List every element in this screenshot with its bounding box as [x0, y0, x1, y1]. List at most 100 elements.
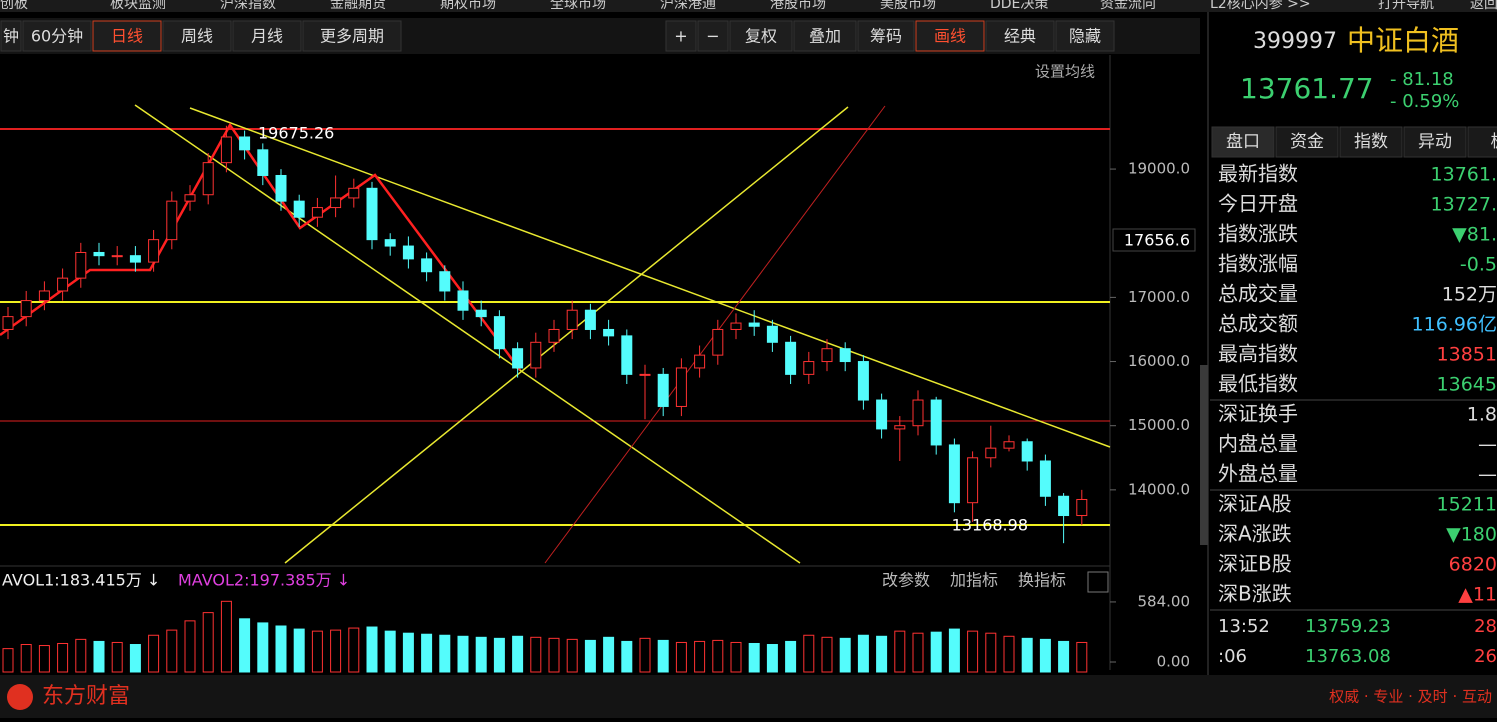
candle-body [403, 246, 413, 259]
nav-item[interactable]: 返回 [1470, 0, 1497, 12]
tab-label[interactable]: 盘口 [1226, 132, 1260, 152]
ma-setting[interactable]: 设置均线 [1035, 63, 1095, 81]
volume-bar [58, 643, 68, 672]
tab-label[interactable]: 异动 [1418, 132, 1452, 152]
period-label[interactable]: 周线 [181, 27, 213, 46]
row-label: 最低指数 [1218, 372, 1298, 396]
volume-bar [385, 631, 395, 672]
volume-bar [767, 645, 777, 672]
period-label[interactable]: 月线 [251, 27, 283, 46]
volume-bar [3, 649, 13, 672]
tool-label[interactable]: − [706, 27, 719, 46]
volume-bar [695, 641, 705, 672]
volume-bar [39, 646, 49, 672]
candle-body [203, 163, 213, 195]
tick-price: 13763.08 [1305, 646, 1391, 667]
row-label: 今日开盘 [1218, 192, 1298, 216]
volume-bar [294, 629, 304, 672]
period-label[interactable]: 日线 [111, 27, 143, 46]
nav-item[interactable]: 期权市场 [440, 0, 496, 12]
tool-label[interactable]: 隐藏 [1069, 27, 1101, 46]
row-label: 深B涨跌 [1218, 582, 1292, 606]
volume-bar [1040, 639, 1050, 672]
volume-bar [221, 601, 231, 672]
high-label: 19675.26 [258, 124, 334, 143]
row-label: 深证B股 [1218, 552, 1292, 576]
candle-body [21, 301, 31, 317]
nav-item[interactable]: 沪深指数 [220, 0, 276, 12]
volume-bar [567, 639, 577, 672]
volume-bar [367, 627, 377, 672]
candle-body [58, 278, 68, 291]
nav-item[interactable]: 港股市场 [770, 0, 826, 12]
volume-bar [877, 636, 887, 672]
tool-label[interactable]: 经典 [1004, 27, 1036, 46]
period-label[interactable]: 更多周期 [320, 27, 384, 46]
candle-body [931, 400, 941, 445]
row-label: 指数涨跌 [1218, 222, 1298, 246]
nav-item[interactable]: L2核心内参 >> [1210, 0, 1311, 12]
tick-time: 13:52 [1218, 616, 1270, 637]
indicator-button[interactable]: 换指标 [1018, 571, 1066, 590]
period-label[interactable]: 钟 [3, 27, 19, 46]
volume-bar [513, 636, 523, 672]
volume-bar [622, 641, 632, 672]
indicator-button[interactable]: 改参数 [882, 571, 930, 590]
y-tick-label: 17000.0 [1128, 288, 1190, 306]
brand: 东方财富 [42, 684, 130, 709]
volume-bar [130, 645, 140, 672]
price: 13761.77 [1240, 72, 1374, 105]
tool-label[interactable]: 叠加 [809, 27, 841, 46]
candle-body [913, 400, 923, 426]
tick-volume: 28 [1474, 616, 1497, 637]
volume-bar [240, 619, 250, 672]
nav-item[interactable]: 美股市场 [880, 0, 936, 12]
candle-body [822, 349, 832, 362]
tab-label[interactable]: 资金 [1290, 132, 1324, 152]
pct: - 0.59% [1390, 91, 1459, 112]
candle-body [149, 240, 159, 262]
candle-body [731, 323, 741, 329]
candle-body [767, 326, 777, 342]
candle-body [585, 310, 595, 329]
tab-label[interactable]: 指数 [1354, 132, 1388, 152]
tool-label[interactable]: + [674, 27, 687, 46]
row-value: ▲11 [1458, 584, 1497, 606]
nav-item[interactable]: 沪深港通 [660, 0, 716, 12]
candle-body [986, 448, 996, 458]
indicator-button[interactable]: 加指标 [950, 571, 998, 590]
row-label: 深A涨跌 [1218, 522, 1292, 546]
row-value: 13727. [1431, 194, 1497, 216]
candle-body [968, 458, 978, 503]
candle-body [276, 175, 286, 201]
candle-body [258, 150, 268, 176]
candle-body [221, 137, 231, 163]
volume-bar [840, 638, 850, 672]
volume-bar [1022, 638, 1032, 672]
tool-label[interactable]: 筹码 [870, 27, 902, 46]
volume-bar [1059, 641, 1069, 672]
nav-item[interactable]: 金融期货 [330, 0, 386, 12]
tab-label[interactable]: 板 [1491, 132, 1497, 152]
tool-label[interactable]: 画线 [934, 27, 966, 46]
row-label: 总成交额 [1218, 312, 1298, 336]
nav-item[interactable]: 板块监测 [110, 0, 166, 12]
candle-body [3, 317, 13, 330]
row-value: 116.96亿 [1412, 314, 1497, 336]
cursor-label: 17656.6 [1124, 231, 1190, 250]
nav-item[interactable]: 创板 [0, 0, 28, 12]
period-label[interactable]: 60分钟 [31, 27, 83, 46]
candle-body [39, 291, 49, 301]
tool-label[interactable]: 复权 [745, 27, 777, 46]
volume-bar [822, 637, 832, 672]
nav-item[interactable]: 打开导航 [1378, 0, 1434, 12]
nav-item[interactable]: 资金流向 [1100, 0, 1156, 12]
nav-item[interactable]: DDE决策 [990, 0, 1048, 12]
nav-item[interactable]: 全球市场 [550, 0, 606, 12]
candle-body [294, 201, 304, 217]
candle-body [640, 374, 650, 375]
candle-body [240, 137, 250, 150]
row-value: 152万 [1442, 284, 1497, 306]
candle-body [622, 336, 632, 374]
